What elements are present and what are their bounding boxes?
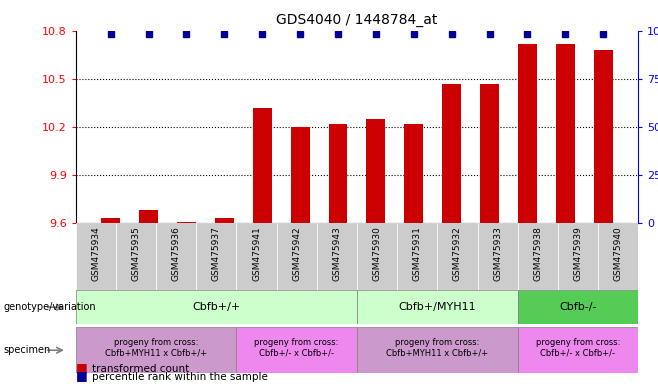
Bar <box>215 218 234 223</box>
Bar <box>518 43 537 223</box>
Text: GSM475940: GSM475940 <box>614 226 622 281</box>
FancyBboxPatch shape <box>357 327 518 373</box>
Bar <box>291 127 310 223</box>
Bar <box>328 124 347 223</box>
Text: ■: ■ <box>76 361 88 374</box>
Text: GSM475937: GSM475937 <box>212 226 221 281</box>
FancyBboxPatch shape <box>438 223 478 290</box>
Text: GSM475938: GSM475938 <box>533 226 542 281</box>
Text: GSM475939: GSM475939 <box>574 226 582 281</box>
Text: GSM475942: GSM475942 <box>292 226 301 281</box>
FancyBboxPatch shape <box>478 223 518 290</box>
Bar <box>594 50 613 223</box>
Text: GSM475936: GSM475936 <box>172 226 181 281</box>
FancyBboxPatch shape <box>76 290 357 324</box>
Text: percentile rank within the sample: percentile rank within the sample <box>92 372 268 382</box>
Bar <box>177 222 196 223</box>
Text: progeny from cross:
Cbfb+/- x Cbfb+/-: progeny from cross: Cbfb+/- x Cbfb+/- <box>536 338 620 358</box>
Text: GSM475933: GSM475933 <box>493 226 502 281</box>
FancyBboxPatch shape <box>76 327 236 373</box>
Text: genotype/variation: genotype/variation <box>3 302 96 312</box>
Bar <box>404 124 423 223</box>
FancyBboxPatch shape <box>357 290 518 324</box>
FancyBboxPatch shape <box>518 290 638 324</box>
Text: ■: ■ <box>76 369 88 382</box>
Title: GDS4040 / 1448784_at: GDS4040 / 1448784_at <box>276 13 438 27</box>
FancyBboxPatch shape <box>76 223 116 290</box>
Text: specimen: specimen <box>3 345 51 355</box>
Text: Cbfb+/+: Cbfb+/+ <box>192 302 240 312</box>
Text: progeny from cross:
Cbfb+MYH11 x Cbfb+/+: progeny from cross: Cbfb+MYH11 x Cbfb+/+ <box>386 338 488 358</box>
FancyBboxPatch shape <box>558 223 598 290</box>
Text: progeny from cross:
Cbfb+/- x Cbfb+/-: progeny from cross: Cbfb+/- x Cbfb+/- <box>255 338 339 358</box>
FancyBboxPatch shape <box>598 223 638 290</box>
Text: GSM475931: GSM475931 <box>413 226 422 281</box>
Text: GSM475941: GSM475941 <box>252 226 261 281</box>
FancyBboxPatch shape <box>518 223 558 290</box>
FancyBboxPatch shape <box>397 223 438 290</box>
Text: GSM475943: GSM475943 <box>332 226 342 281</box>
FancyBboxPatch shape <box>357 223 397 290</box>
Bar <box>480 84 499 223</box>
Bar <box>253 108 272 223</box>
Text: GSM475932: GSM475932 <box>453 226 462 281</box>
Text: transformed count: transformed count <box>92 364 190 374</box>
FancyBboxPatch shape <box>196 223 236 290</box>
Bar <box>139 210 158 223</box>
Text: GSM475935: GSM475935 <box>132 226 140 281</box>
Text: Cbfb-/-: Cbfb-/- <box>559 302 597 312</box>
FancyBboxPatch shape <box>316 223 357 290</box>
FancyBboxPatch shape <box>518 327 638 373</box>
Bar <box>556 43 575 223</box>
Text: Cbfb+/MYH11: Cbfb+/MYH11 <box>399 302 476 312</box>
Bar <box>442 84 461 223</box>
Text: GSM475930: GSM475930 <box>372 226 382 281</box>
FancyBboxPatch shape <box>236 327 357 373</box>
FancyBboxPatch shape <box>276 223 316 290</box>
Text: progeny from cross:
Cbfb+MYH11 x Cbfb+/+: progeny from cross: Cbfb+MYH11 x Cbfb+/+ <box>105 338 207 358</box>
FancyBboxPatch shape <box>156 223 196 290</box>
Bar <box>101 218 120 223</box>
Text: GSM475934: GSM475934 <box>91 226 100 281</box>
FancyBboxPatch shape <box>116 223 156 290</box>
Bar <box>367 119 386 223</box>
FancyBboxPatch shape <box>236 223 276 290</box>
